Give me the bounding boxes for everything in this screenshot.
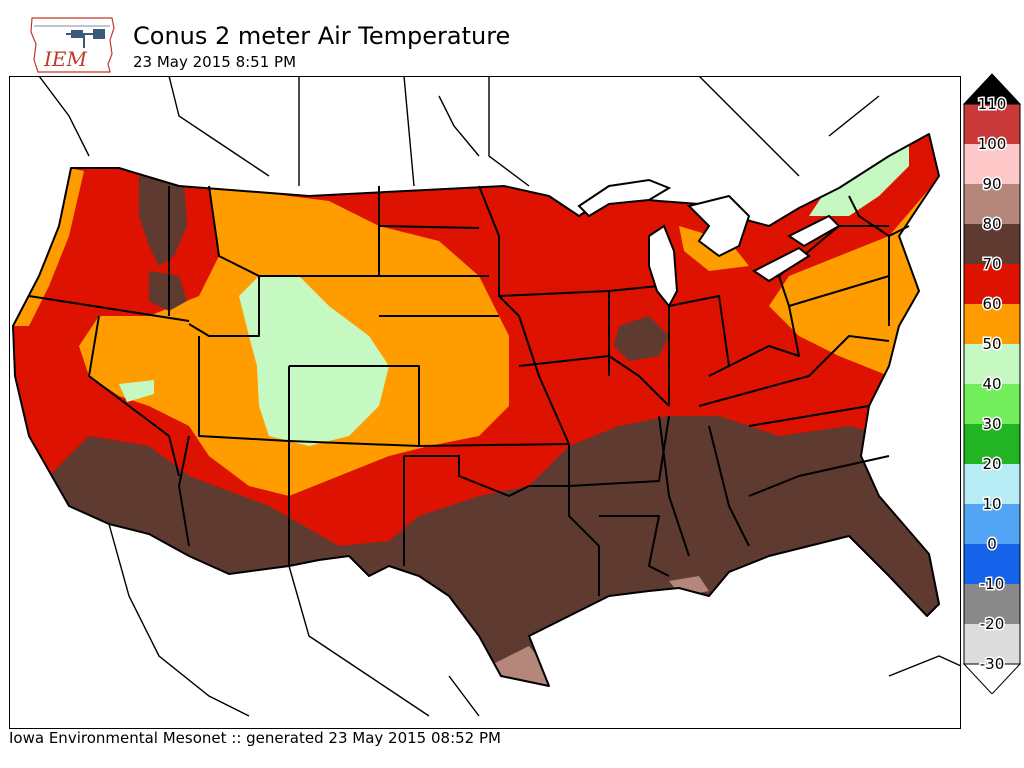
colorbar-tick-label: 60 [982, 295, 1001, 313]
colorbar-band [964, 224, 1020, 264]
colorbar-tick-label: 50 [982, 335, 1001, 353]
temperature-map [9, 76, 961, 729]
logo-text: IEM [43, 47, 88, 71]
colorbar-band [964, 144, 1020, 184]
temp-zone-40s-rockies [239, 276, 389, 446]
colorbar-tick-label: 40 [982, 375, 1001, 393]
map-title: Conus 2 meter Air Temperature [133, 22, 511, 50]
political-boundaries [12, 133, 940, 687]
colorbar-band [964, 464, 1020, 504]
colorbar-tick-label: 0 [987, 535, 997, 553]
colorbar-tick-label: 10 [982, 495, 1001, 513]
colorbar-band [964, 384, 1020, 424]
wind-gauge-icon [66, 29, 105, 48]
colorbar-tick-label: 100 [978, 135, 1007, 153]
map-timestamp: 23 May 2015 8:51 PM [133, 53, 297, 71]
temp-zone-70s-illinois [614, 316, 669, 361]
temp-zone-40s-nevada [119, 380, 154, 402]
colorbar-band [964, 544, 1020, 584]
temp-zone-70s-northwest [139, 176, 187, 266]
colorbar-tick-label: -30 [980, 655, 1005, 673]
colorbar-band [964, 504, 1020, 544]
great-lakes [577, 178, 841, 308]
colorbar-tick-label: 20 [982, 455, 1001, 473]
neighbor-country-outlines [38, 76, 961, 717]
colorbar-band [964, 264, 1020, 304]
colorbar-band [964, 104, 1020, 144]
colorbar-tick-label: 70 [982, 255, 1001, 273]
colorbar-band [964, 344, 1020, 384]
colorbar-tick-label: 110 [978, 95, 1007, 113]
colorbar-tick-label: 80 [982, 215, 1001, 233]
colorbar-tick-label: 90 [982, 175, 1001, 193]
colorbar-tick-label: 30 [982, 415, 1001, 433]
iem-logo: IEM [30, 17, 115, 73]
colorbar-band [964, 424, 1020, 464]
footer-credit: Iowa Environmental Mesonet :: generated … [9, 729, 501, 747]
colorbar-tick-label: -10 [980, 575, 1005, 593]
colorbar-band [964, 584, 1020, 624]
colorbar-tick-label: -20 [980, 615, 1005, 633]
colorbar-band [964, 184, 1020, 224]
colorbar-band [964, 304, 1020, 344]
colorbar-outline [963, 103, 1021, 665]
colorbar-band [964, 624, 1020, 664]
